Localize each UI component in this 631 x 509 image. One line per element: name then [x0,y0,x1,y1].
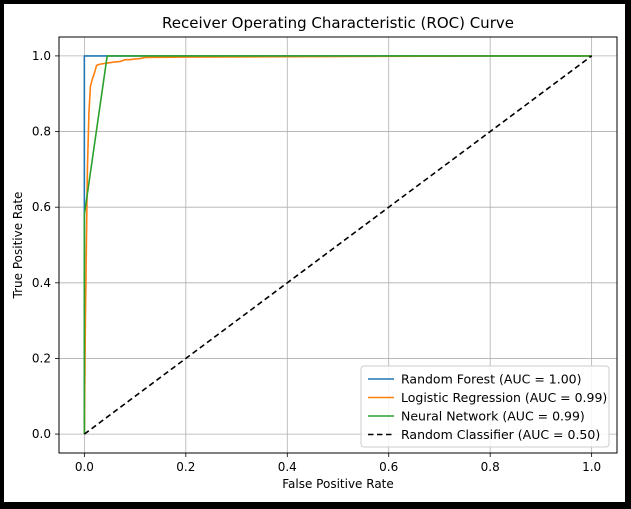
y-tick-label: 0.4 [32,276,51,290]
x-tick-label: 0.4 [278,460,297,474]
y-tick-label: 0.2 [32,351,51,365]
x-tick-label: 0.6 [379,460,398,474]
x-tick-label: 1.0 [582,460,601,474]
x-axis-label: False Positive Rate [282,477,394,491]
y-tick-label: 0.8 [32,125,51,139]
y-tick-label: 1.0 [32,49,51,63]
ticks-layer: 0.0 0.2 0.4 0.6 0.8 1.0 0.0 0.2 0.4 0.6 0.8 1.0 [32,49,601,474]
legend-entry-label: Random Classifier (AUC = 0.50) [401,427,600,442]
plot-frame [58,36,618,454]
y-axis-label: True Positive Rate [11,192,25,300]
legend: Random Forest (AUC = 1.00) Logistic Regre… [360,365,610,448]
x-tick-label: 0.0 [75,460,94,474]
figure-canvas: 0.0 0.2 0.4 0.6 0.8 1.0 0.0 0.2 0.4 0.6 0.8 1.0 Rec… [4,4,625,502]
x-tick-label: 0.8 [481,460,500,474]
series-line-3 [83,55,592,435]
legend-entry-label: Logistic Regression (AUC = 0.99) [401,390,607,405]
series-line-2 [83,55,592,435]
chart-title: Receiver Operating Characteristic (ROC) … [162,14,514,32]
roc-chart: 0.0 0.2 0.4 0.6 0.8 1.0 0.0 0.2 0.4 0.6 0.8 1.0 Rec… [11,14,618,491]
x-tick-label: 0.2 [176,460,195,474]
legend-entry-label: Neural Network (AUC = 0.99) [401,409,585,424]
series-line-4 [83,55,593,435]
legend-entry-label: Random Forest (AUC = 1.00) [401,372,582,387]
legend-box [360,365,610,448]
series-layer [83,55,593,435]
y-tick-label: 0.0 [32,427,51,441]
y-tick-label: 0.6 [32,200,51,214]
